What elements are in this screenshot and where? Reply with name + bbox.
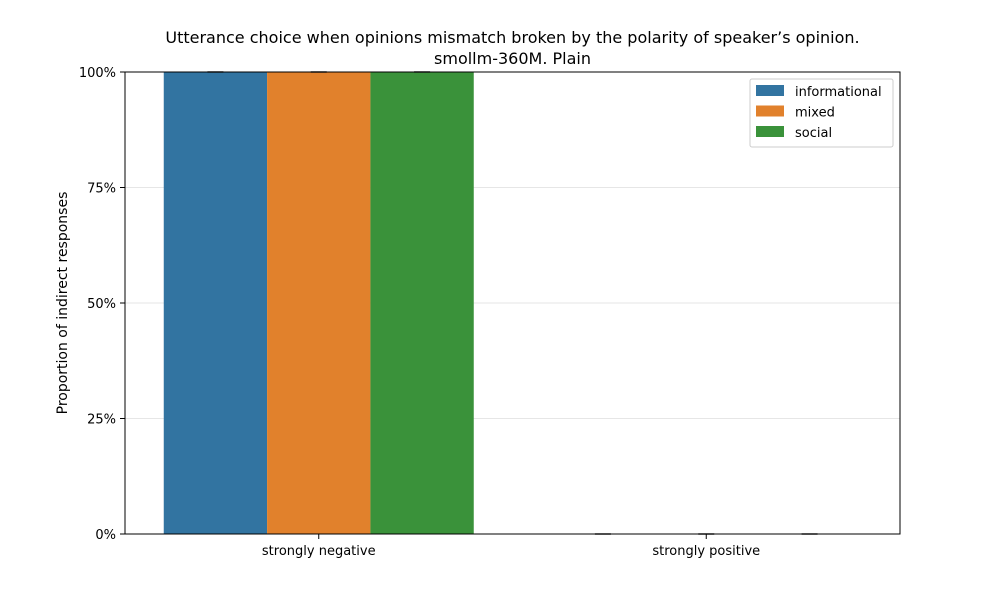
bar-informational [163,72,268,534]
y-tick-label: 25% [87,413,116,428]
legend-label: mixed [795,106,835,121]
x-axis: strongly negative strongly positive [262,534,760,559]
chart-subtitle: smollm-360M. Plain [434,49,591,68]
legend-label: informational [795,85,882,100]
y-axis: 0% 25% 50% 75% 100% [79,66,125,543]
bar-mixed [267,72,371,534]
legend-swatch [756,105,784,117]
y-axis-label: Proportion of indirect responses [55,192,71,415]
chart-title: Utterance choice when opinions mismatch … [165,28,860,47]
y-tick-label: 75% [87,182,116,197]
bars [163,71,818,535]
y-tick-label: 50% [87,297,116,312]
bar-social [370,72,474,534]
legend-swatch [756,126,784,137]
legend-box [749,78,894,148]
legend: informational mixed social [749,78,894,148]
y-tick-label: 0% [95,528,116,543]
y-tick-label: 100% [79,66,116,81]
x-tick-label: strongly positive [652,544,760,559]
x-tick-label: strongly negative [262,544,376,559]
legend-label: social [795,126,832,141]
legend-swatch [756,85,784,96]
